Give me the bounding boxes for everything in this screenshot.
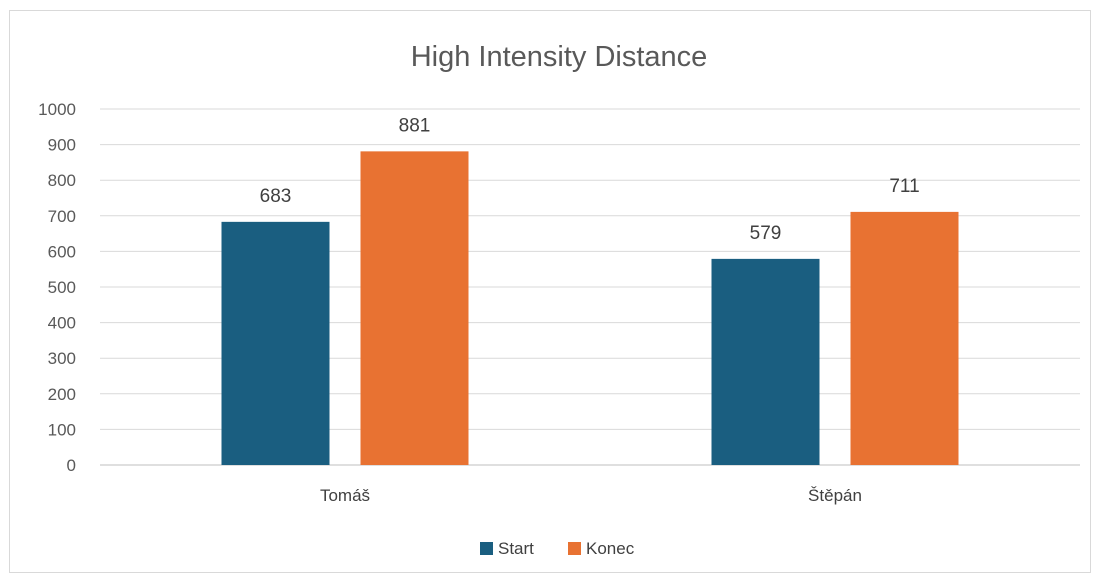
legend-swatch-start xyxy=(480,542,493,555)
legend-label-konec: Konec xyxy=(586,539,635,558)
legend-swatch-konec xyxy=(568,542,581,555)
y-tick-label: 800 xyxy=(48,171,76,190)
bars xyxy=(221,151,959,465)
legend: Start Konec xyxy=(480,539,635,558)
y-tick-label: 900 xyxy=(48,136,76,155)
y-tick-label: 100 xyxy=(48,420,76,439)
chart-title: High Intensity Distance xyxy=(411,41,708,73)
bar-konec-1 xyxy=(850,211,959,465)
category-label: Tomáš xyxy=(320,486,370,505)
y-tick-label: 400 xyxy=(48,314,76,333)
bar-konec-0 xyxy=(360,151,469,465)
legend-label-start: Start xyxy=(498,539,534,558)
y-tick-label: 1000 xyxy=(38,100,76,119)
bar-start-0 xyxy=(221,221,330,465)
x-axis-category-labels: Tomáš Štěpán xyxy=(320,486,862,505)
y-tick-label: 600 xyxy=(48,242,76,261)
data-label: 881 xyxy=(399,115,431,136)
data-label: 711 xyxy=(889,176,919,197)
category-label: Štěpán xyxy=(808,486,862,505)
y-tick-label: 500 xyxy=(48,278,76,297)
y-tick-label: 200 xyxy=(48,385,76,404)
data-label: 683 xyxy=(260,186,292,207)
y-tick-label: 300 xyxy=(48,349,76,368)
y-tick-label: 0 xyxy=(67,456,76,475)
data-labels: 683 881 579 711 xyxy=(260,115,920,244)
bar-start-1 xyxy=(711,258,820,465)
data-label: 579 xyxy=(750,223,782,244)
y-axis-tick-labels: 0 100 200 300 400 500 600 700 800 900 1000 xyxy=(38,100,76,475)
y-tick-label: 700 xyxy=(48,207,76,226)
